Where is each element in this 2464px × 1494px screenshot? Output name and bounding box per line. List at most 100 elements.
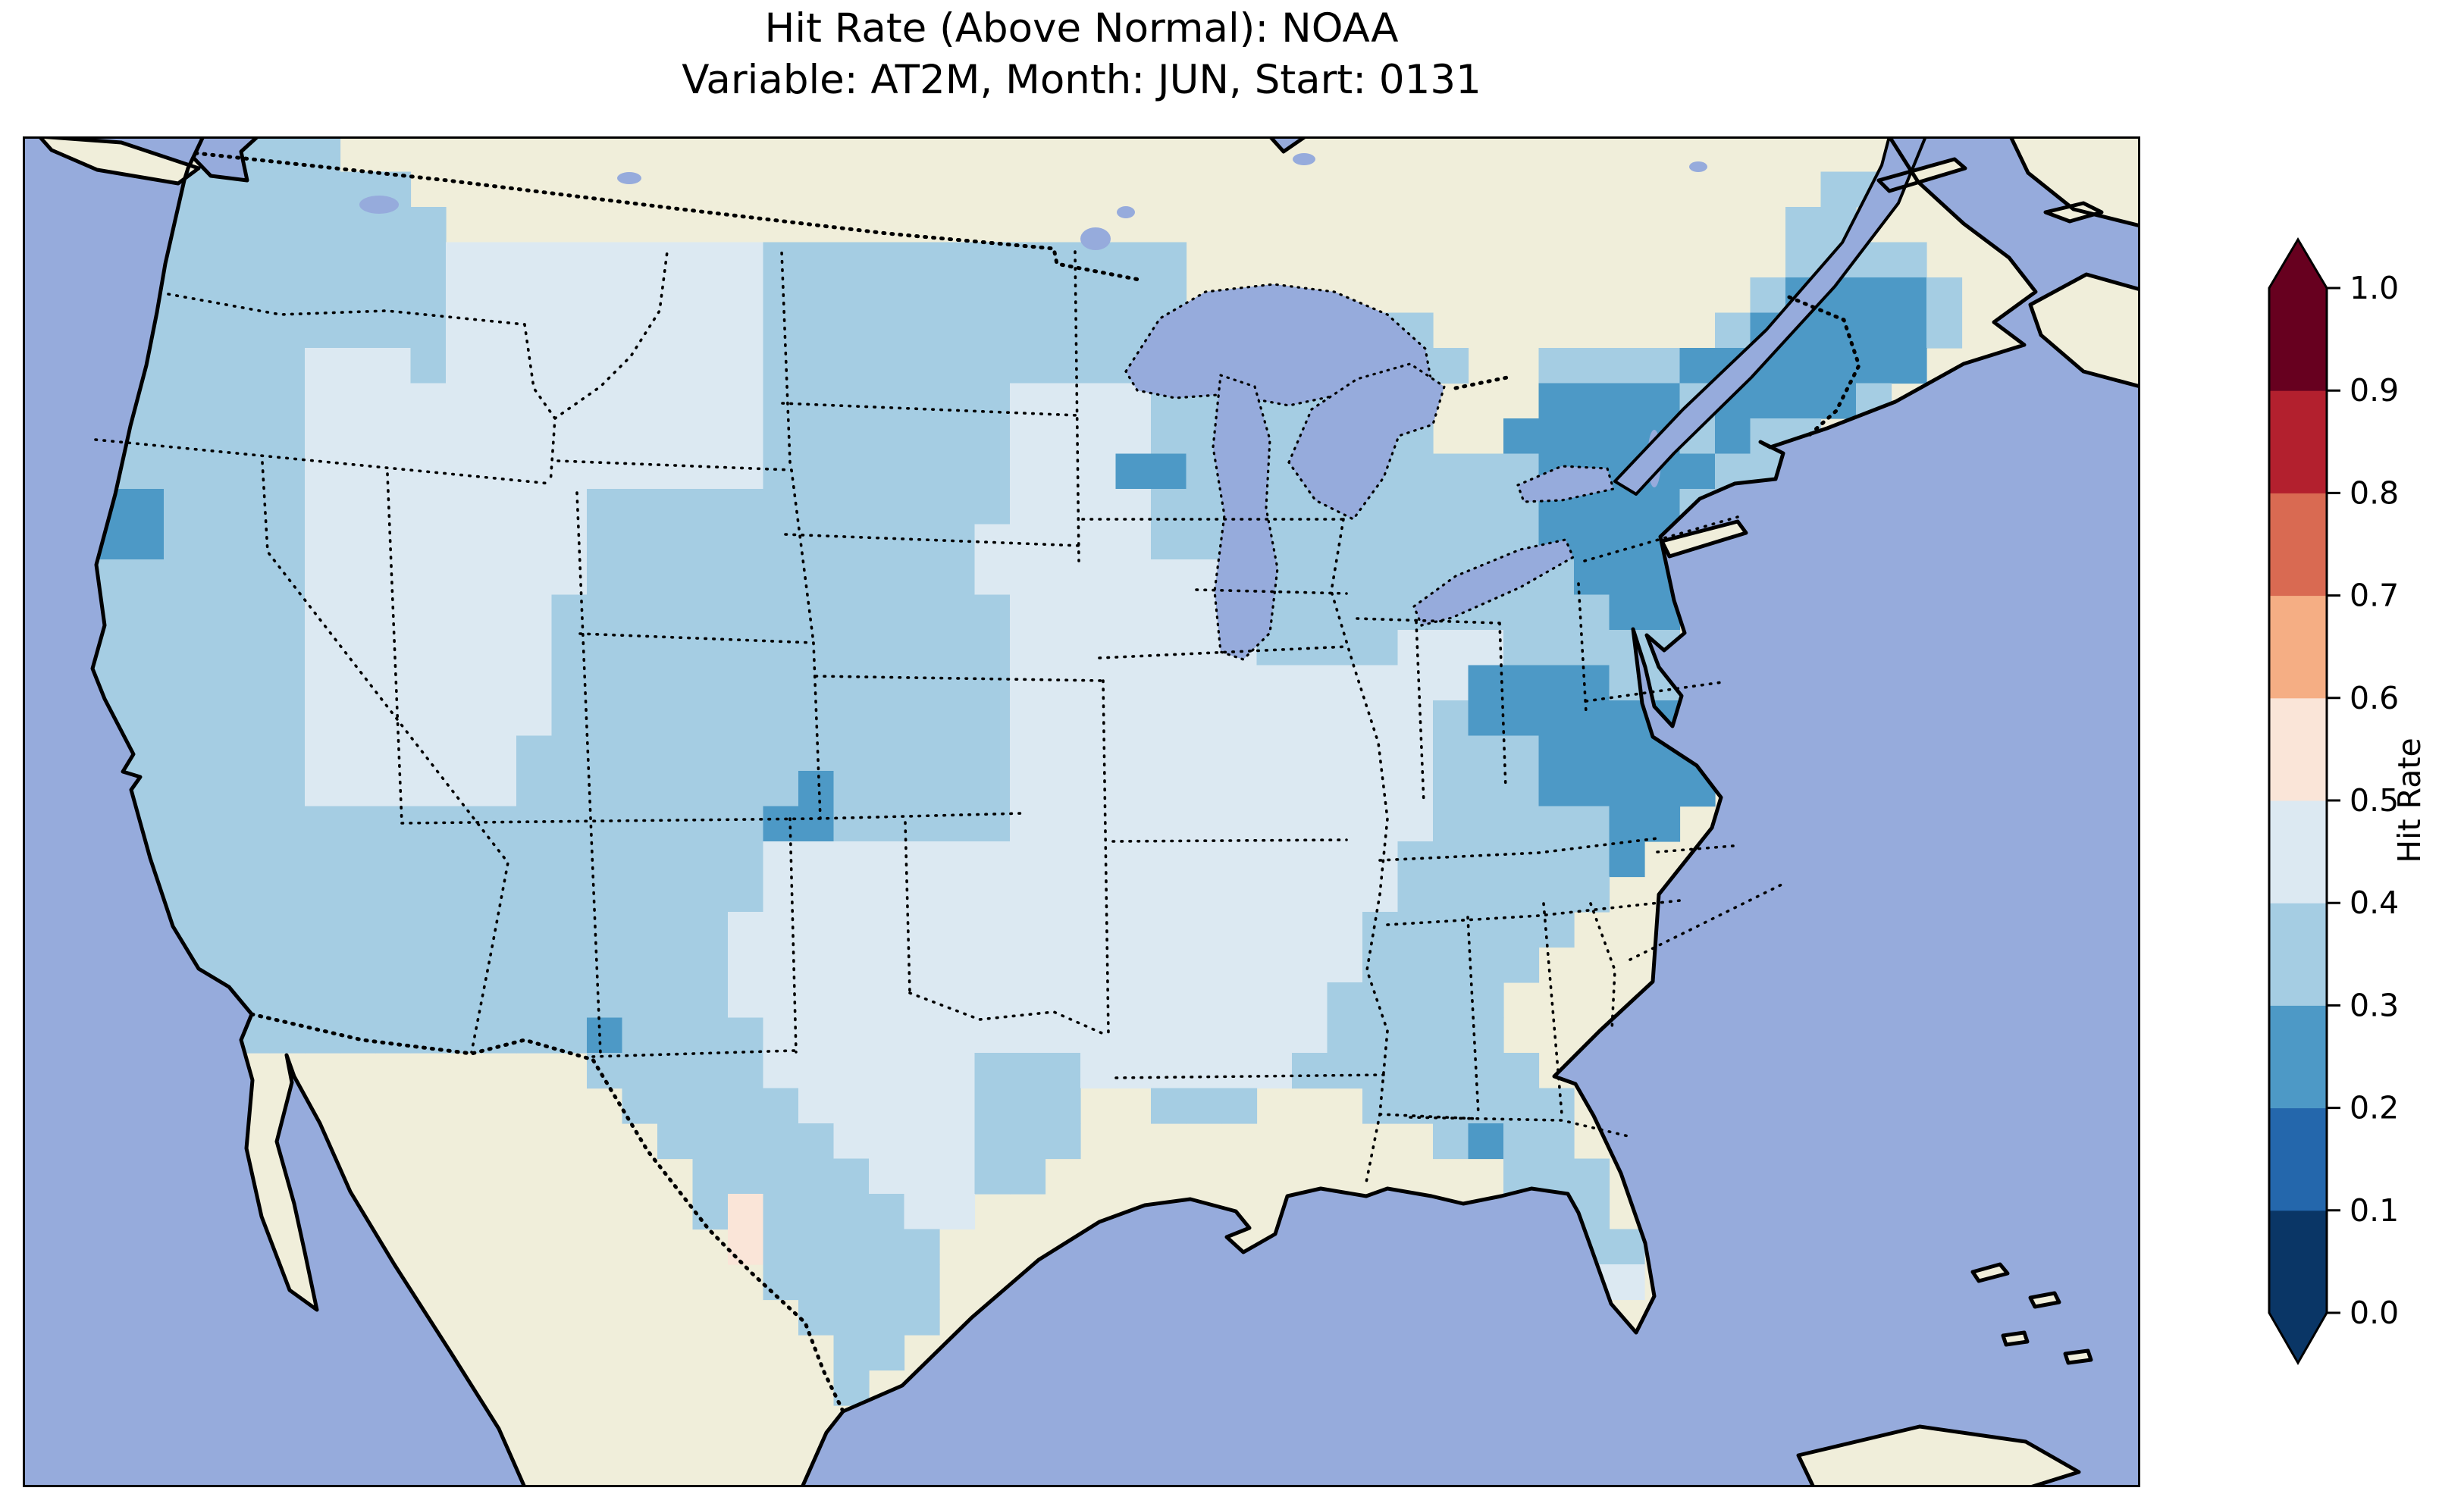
- heatmap-cell: [199, 735, 235, 772]
- heatmap-cell: [481, 524, 517, 560]
- heatmap-cell: [1256, 876, 1293, 913]
- heatmap-cell: [1362, 700, 1399, 737]
- heatmap-cell: [1926, 312, 1963, 349]
- heatmap-cell: [516, 312, 553, 349]
- heatmap-cell: [798, 524, 835, 560]
- heatmap-cell: [305, 348, 341, 384]
- heatmap-cell: [164, 418, 200, 455]
- heatmap-cell: [869, 665, 905, 701]
- heatmap-cell: [1327, 1053, 1363, 1089]
- heatmap-cell: [1186, 841, 1222, 878]
- heatmap-cell: [234, 912, 271, 948]
- heatmap-cell: [1397, 524, 1434, 560]
- heatmap-cell: [446, 277, 482, 314]
- heatmap-cell: [128, 630, 165, 666]
- heatmap-cell: [1045, 348, 1081, 384]
- heatmap-cell: [692, 1123, 729, 1160]
- heatmap-cell: [1433, 665, 1469, 701]
- heatmap-cell: [974, 947, 1011, 983]
- heatmap-cell: [199, 912, 235, 948]
- heatmap-cell: [1010, 912, 1046, 948]
- heatmap-cell: [234, 841, 271, 878]
- colorbar-svg: 1.0 0.9 0.8 0.7 0.6 0.5 0.4 0.3 0.2 0.1 0.0 Hit Ra…: [2268, 237, 2428, 1366]
- heatmap-cell: [1468, 1123, 1504, 1160]
- heatmap-cell: [1151, 700, 1187, 737]
- heatmap-cell: [1292, 735, 1328, 772]
- heatmap-cell: [833, 312, 870, 349]
- heatmap-cell: [516, 277, 553, 314]
- heatmap-cell: [305, 524, 341, 560]
- heatmap-cell: [1151, 735, 1187, 772]
- heatmap-cell: [1538, 348, 1575, 384]
- heatmap-cell: [1045, 912, 1081, 948]
- heatmap-cell: [939, 1053, 976, 1089]
- canadian-lake: [1117, 206, 1135, 218]
- heatmap-cell: [1468, 489, 1504, 525]
- heatmap-cell: [869, 1017, 905, 1054]
- heatmap-cell: [410, 277, 447, 314]
- heatmap-cell: [269, 453, 306, 490]
- heatmap-cell: [340, 876, 376, 913]
- heatmap-cell: [1010, 1053, 1046, 1089]
- heatmap-cell: [481, 947, 517, 983]
- heatmap-cell: [410, 242, 447, 278]
- heatmap-cell: [446, 418, 482, 455]
- heatmap-cell: [1115, 876, 1152, 913]
- heatmap-cell: [481, 912, 517, 948]
- heatmap-cell: [798, 1088, 835, 1124]
- heatmap-cell: [869, 630, 905, 666]
- heatmap-cell: [1010, 1123, 1046, 1160]
- heatmap-cell: [1433, 735, 1469, 772]
- heatmap-cell: [904, 912, 940, 948]
- heatmap-cell: [1221, 806, 1258, 842]
- heatmap-cell: [587, 453, 623, 490]
- heatmap-cell: [1503, 630, 1540, 666]
- heatmap-cell: [974, 630, 1011, 666]
- heatmap-cell: [1010, 418, 1046, 455]
- heatmap-cell: [1433, 876, 1469, 913]
- heatmap-cell: [939, 630, 976, 666]
- heatmap-cell: [622, 735, 658, 772]
- heatmap-cell: [869, 735, 905, 772]
- heatmap-cell: [763, 1158, 799, 1195]
- heatmap-cell: [269, 207, 306, 243]
- heatmap-cell: [869, 806, 905, 842]
- heatmap-cell: [763, 594, 799, 631]
- heatmap-cell: [833, 947, 870, 983]
- colorbar-tick-label: 0.7: [2350, 578, 2399, 614]
- heatmap-cell: [692, 841, 729, 878]
- heatmap-cell: [798, 594, 835, 631]
- heatmap-cell: [446, 806, 482, 842]
- heatmap-cell: [587, 559, 623, 596]
- heatmap-cell: [1644, 489, 1681, 525]
- heatmap-cell: [164, 876, 200, 913]
- heatmap-cell: [974, 876, 1011, 913]
- heatmap-cell: [199, 277, 235, 314]
- heatmap-cell: [833, 771, 870, 807]
- heatmap-cell: [481, 312, 517, 349]
- heatmap-cell: [199, 453, 235, 490]
- heatmap-cell: [869, 418, 905, 455]
- heatmap-cell: [516, 912, 553, 948]
- heatmap-cell: [164, 841, 200, 878]
- heatmap-cell: [1609, 1229, 1645, 1265]
- heatmap-cell: [340, 453, 376, 490]
- heatmap-cell: [1151, 594, 1187, 631]
- heatmap-cell: [692, 806, 729, 842]
- heatmap-cell: [1151, 982, 1187, 1019]
- heatmap-cell: [551, 912, 588, 948]
- heatmap-cell: [622, 277, 658, 314]
- heatmap-cell: [446, 771, 482, 807]
- heatmap-cell: [1186, 947, 1222, 983]
- heatmap-cell: [692, 559, 729, 596]
- heatmap-cell: [869, 1194, 905, 1230]
- heatmap-cell: [410, 630, 447, 666]
- heatmap-cell: [798, 1123, 835, 1160]
- heatmap-cell: [1186, 1088, 1222, 1124]
- heatmap-cell: [446, 700, 482, 737]
- heatmap-cell: [1151, 559, 1187, 596]
- heatmap-cell: [375, 453, 412, 490]
- heatmap-cell: [1010, 876, 1046, 913]
- colorbar-tick-label: 0.1: [2350, 1192, 2399, 1229]
- heatmap-cell: [1010, 277, 1046, 314]
